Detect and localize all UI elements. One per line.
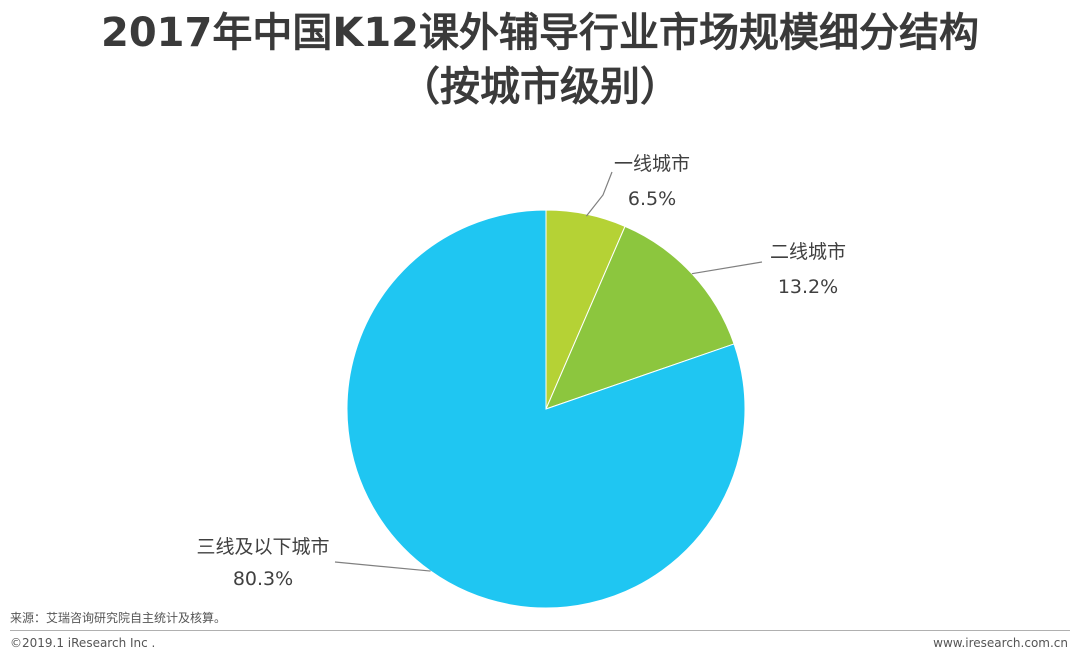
slice-labels: 一线城市 6.5% 二线城市 13.2% 三线及以下城市 80.3% xyxy=(196,153,846,590)
pie-slices xyxy=(346,209,746,609)
copyright-text: ©2019.1 iResearch Inc . xyxy=(10,636,156,650)
pie-slice-second-tier xyxy=(545,225,735,410)
leader-line-third-tier-and-below xyxy=(334,561,431,572)
source-note: 来源：艾瑞咨询研究院自主统计及核算。 xyxy=(10,611,227,625)
slice-category-label-second-tier: 二线城市 xyxy=(770,241,846,263)
slice-value-label-first-tier: 6.5% xyxy=(628,188,676,210)
pie-slice-third-tier-and-below xyxy=(346,209,746,609)
slice-category-label-third-tier-and-below: 三线及以下城市 xyxy=(196,536,329,558)
footer-divider xyxy=(10,630,1070,631)
slice-category-label-first-tier: 一线城市 xyxy=(614,153,690,175)
slice-value-label-third-tier-and-below: 80.3% xyxy=(233,568,293,590)
leader-lines xyxy=(334,171,763,572)
chart-subtitle: （按城市级别） xyxy=(400,64,680,110)
chart-title: 2017年中国K12课外辅导行业市场规模细分结构 xyxy=(101,10,979,56)
leader-line-first-tier xyxy=(585,171,613,217)
slice-value-label-second-tier: 13.2% xyxy=(778,276,838,298)
leader-line-second-tier xyxy=(691,261,763,275)
website-link[interactable]: www.iresearch.com.cn xyxy=(933,636,1068,650)
